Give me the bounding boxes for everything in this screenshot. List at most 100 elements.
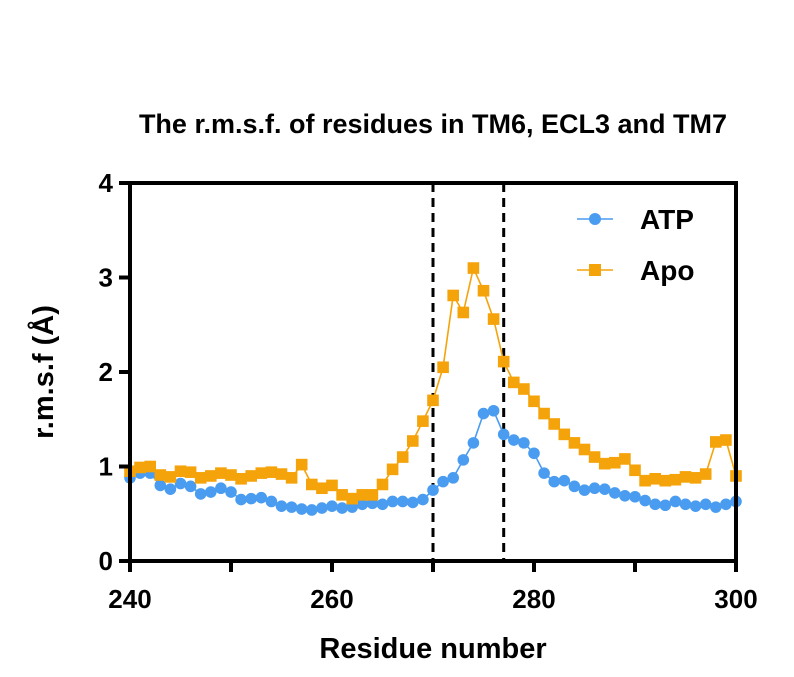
data-point-atp bbox=[609, 487, 621, 499]
data-point-apo bbox=[356, 489, 369, 501]
data-point-atp bbox=[356, 498, 369, 511]
data-point-atp bbox=[417, 493, 429, 506]
data-point-apo bbox=[467, 262, 480, 274]
data-point-apo bbox=[225, 469, 237, 481]
legend-marker-atp bbox=[589, 213, 601, 225]
data-point-apo bbox=[598, 457, 611, 470]
data-point-apo bbox=[235, 472, 247, 485]
data-point-atp bbox=[215, 482, 227, 495]
data-point-atp bbox=[669, 495, 682, 508]
data-point-atp bbox=[518, 437, 530, 449]
data-point-atp bbox=[306, 504, 318, 516]
data-point-atp bbox=[225, 486, 237, 498]
data-point-atp bbox=[467, 437, 480, 449]
data-point-atp bbox=[164, 483, 177, 495]
data-point-atp bbox=[295, 503, 308, 515]
data-point-apo bbox=[215, 467, 227, 479]
data-point-apo bbox=[679, 471, 692, 483]
data-point-atp bbox=[619, 489, 631, 502]
data-point-apo bbox=[699, 468, 712, 480]
data-point-apo bbox=[346, 492, 358, 505]
data-point-atp bbox=[154, 479, 167, 492]
data-point-atp bbox=[184, 480, 197, 493]
data-point-apo bbox=[316, 482, 328, 495]
data-point-apo bbox=[417, 415, 429, 427]
data-point-apo bbox=[457, 306, 470, 319]
legend-label-apo: Apo bbox=[640, 255, 694, 286]
data-point-apo bbox=[619, 453, 631, 465]
data-point-atp bbox=[285, 501, 298, 513]
data-point-atp bbox=[568, 480, 581, 493]
data-point-atp bbox=[275, 500, 288, 512]
data-point-atp bbox=[487, 404, 500, 417]
data-point-atp bbox=[558, 474, 571, 487]
y-tick-label: 0 bbox=[99, 546, 113, 576]
data-point-apo bbox=[184, 466, 197, 478]
data-point-atp bbox=[205, 486, 217, 498]
data-point-atp bbox=[720, 498, 732, 511]
data-point-apo bbox=[336, 489, 348, 501]
data-point-apo bbox=[285, 472, 298, 484]
data-point-atp bbox=[659, 499, 672, 512]
y-tick-label: 3 bbox=[99, 263, 113, 293]
data-point-apo bbox=[548, 418, 560, 430]
data-point-apo bbox=[275, 468, 288, 480]
y-axis-label: r.m.s.f (Å) bbox=[27, 305, 60, 439]
data-point-atp bbox=[396, 495, 409, 508]
data-point-apo bbox=[366, 489, 379, 501]
data-point-atp bbox=[689, 500, 702, 512]
data-point-atp bbox=[245, 492, 257, 505]
data-point-apo bbox=[669, 473, 682, 486]
data-point-atp bbox=[548, 475, 560, 488]
data-point-apo bbox=[538, 407, 550, 420]
y-tick-label: 2 bbox=[99, 357, 113, 387]
data-point-apo bbox=[477, 284, 490, 297]
data-point-apo bbox=[629, 464, 641, 477]
data-point-atp bbox=[174, 477, 187, 490]
data-point-apo bbox=[609, 456, 621, 469]
data-point-atp bbox=[639, 494, 651, 507]
data-point-apo bbox=[497, 355, 510, 368]
data-point-apo bbox=[528, 395, 540, 408]
data-point-atp bbox=[457, 454, 470, 466]
data-point-atp bbox=[336, 502, 348, 514]
data-point-apo bbox=[710, 436, 722, 448]
chart-title: The r.m.s.f. of residues in TM6, ECL3 an… bbox=[139, 109, 727, 139]
data-point-apo bbox=[558, 428, 571, 441]
data-point-atp bbox=[629, 490, 641, 503]
data-point-apo bbox=[164, 471, 177, 483]
data-point-atp bbox=[407, 496, 419, 509]
data-point-atp bbox=[235, 493, 247, 506]
x-tick-label: 300 bbox=[714, 584, 757, 614]
data-point-atp bbox=[508, 434, 520, 446]
data-point-atp bbox=[265, 495, 278, 508]
data-point-apo bbox=[245, 470, 257, 482]
data-point-atp bbox=[699, 498, 712, 511]
data-point-apo bbox=[134, 461, 146, 474]
data-point-apo bbox=[205, 470, 217, 482]
data-point-apo bbox=[508, 376, 520, 389]
data-point-apo bbox=[265, 466, 278, 478]
data-point-atp bbox=[598, 483, 611, 495]
data-point-apo bbox=[518, 383, 530, 395]
data-point-apo bbox=[437, 361, 449, 374]
data-point-atp bbox=[477, 407, 490, 420]
data-point-apo bbox=[578, 443, 591, 456]
data-point-apo bbox=[568, 437, 581, 449]
legend-marker-apo bbox=[589, 264, 601, 276]
data-point-atp bbox=[326, 500, 338, 512]
data-point-apo bbox=[447, 289, 459, 302]
legend-label-atp: ATP bbox=[640, 204, 694, 235]
data-point-apo bbox=[326, 479, 338, 492]
data-point-apo bbox=[396, 451, 409, 463]
data-point-atp bbox=[376, 498, 389, 511]
data-point-apo bbox=[376, 478, 389, 491]
data-point-atp bbox=[649, 498, 661, 511]
data-point-atp bbox=[578, 484, 591, 496]
data-point-atp bbox=[538, 467, 550, 479]
data-point-atp bbox=[316, 502, 328, 514]
data-point-apo bbox=[588, 451, 601, 463]
data-point-apo bbox=[639, 474, 651, 487]
y-tick-label: 4 bbox=[99, 168, 114, 198]
x-tick-label: 240 bbox=[108, 584, 151, 614]
